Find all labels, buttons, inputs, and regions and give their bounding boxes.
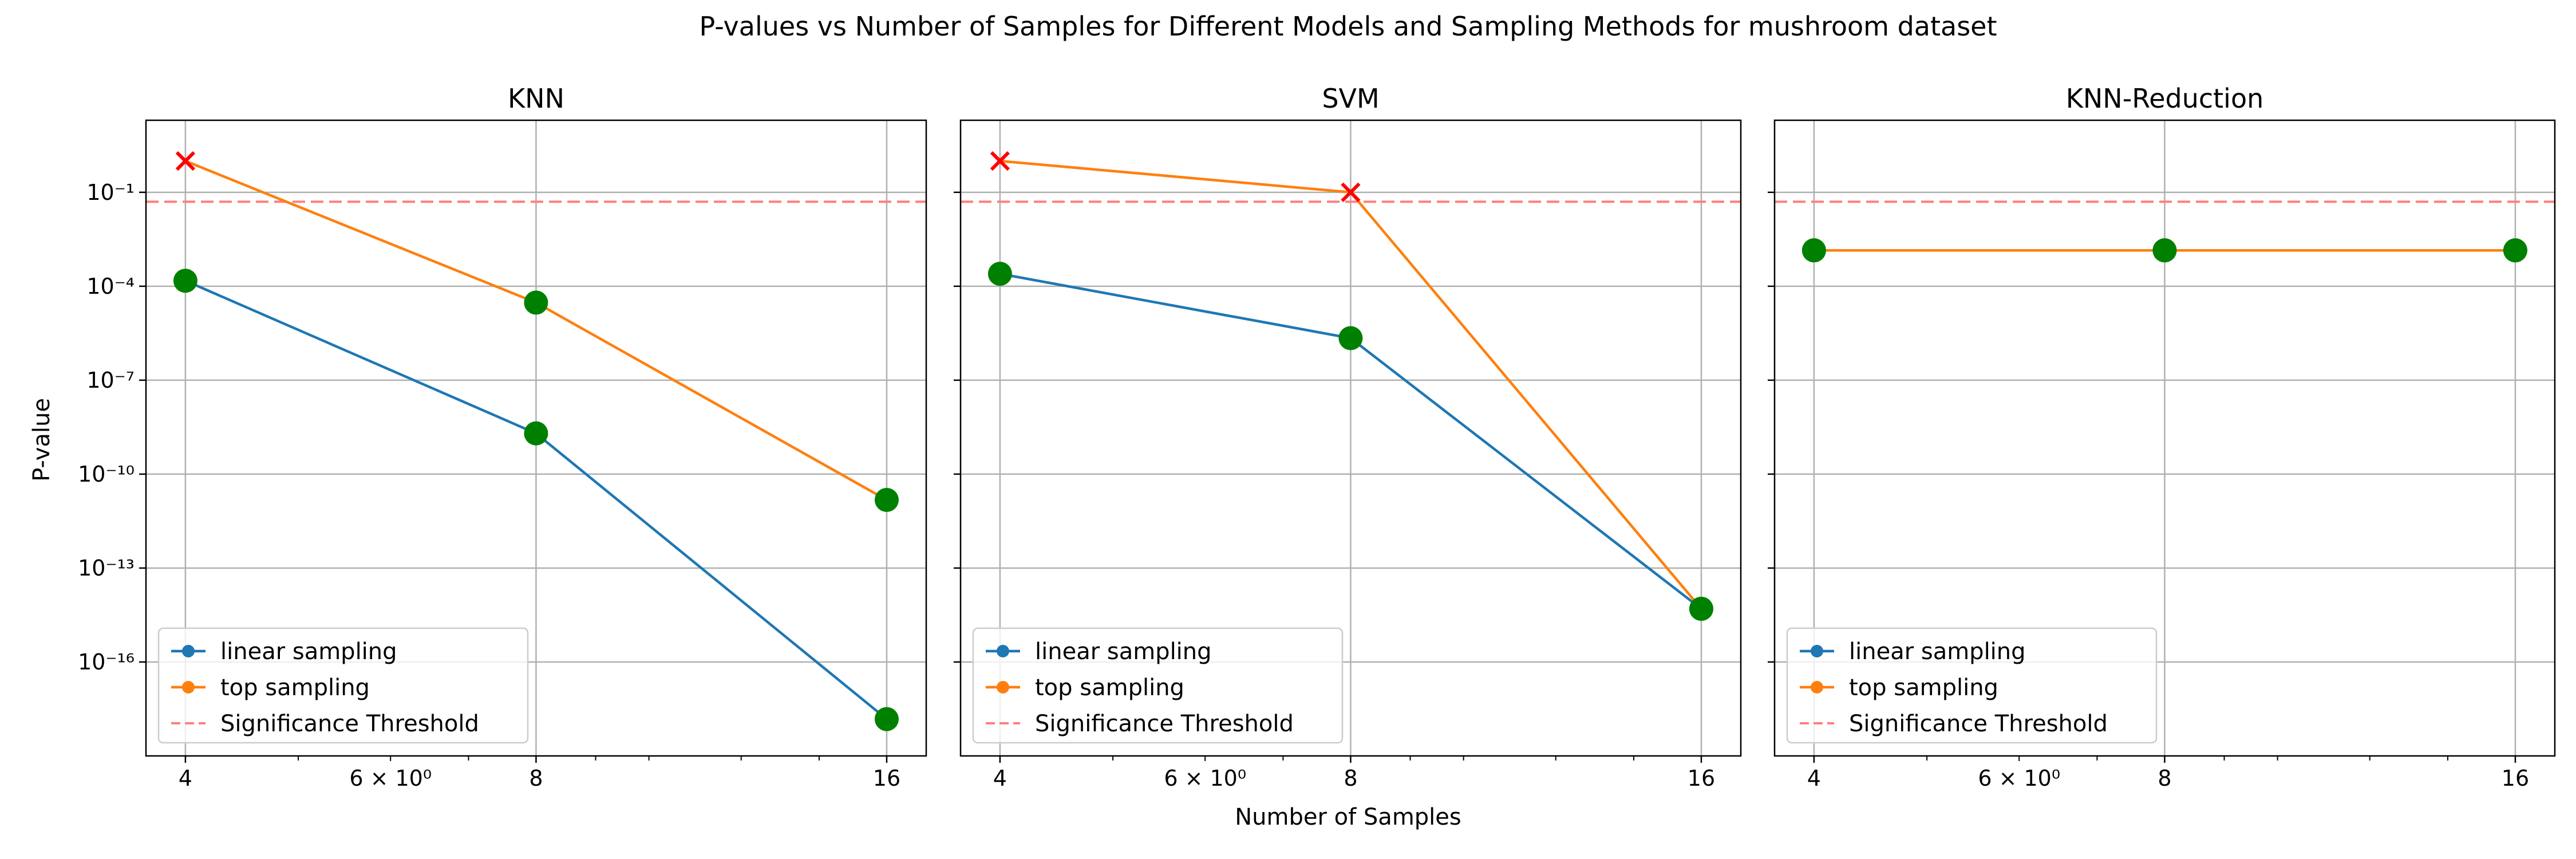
significant-point — [1689, 597, 1713, 621]
x-tick-label: 4 — [179, 766, 192, 791]
x-tick-label: 4 — [1807, 766, 1821, 791]
significant-point — [524, 290, 548, 315]
significant-point — [874, 487, 899, 512]
legend-marker — [182, 681, 195, 693]
panel-svm: SVM 4 6 × 10⁰ 8 16 linear sampling top samplin… — [954, 83, 1742, 791]
x-tick-label: 16 — [873, 766, 900, 791]
x-marker-stroke — [990, 151, 1010, 171]
y-tick-label: 10⁻¹ — [86, 180, 135, 205]
legend-marker — [997, 681, 1009, 693]
significant-point — [1338, 326, 1363, 350]
x-tick-label: 16 — [2502, 766, 2529, 791]
y-tick-label: 10⁻⁷ — [86, 368, 135, 393]
axes-frame — [1773, 119, 2556, 757]
x-tick-label: 8 — [529, 766, 543, 791]
significant-point — [987, 262, 1012, 286]
legend-label: Significance Threshold — [1035, 711, 1294, 737]
panel-knn-reduction: KNN-Reduction 4 6 × 10⁰ 8 16 linear sampling t… — [1768, 83, 2556, 791]
significant-point — [524, 421, 548, 446]
x-marker-stroke — [175, 151, 196, 171]
x-axis-label: Number of Samples — [1235, 804, 1461, 830]
legend-label: linear sampling — [1035, 639, 1212, 665]
significant-point — [1801, 238, 1826, 263]
x-tick-label: 6 × 10⁰ — [1978, 766, 2060, 791]
x-tick-label: 6 × 10⁰ — [1164, 766, 1246, 791]
legend-box — [972, 627, 1344, 744]
legend-label: linear sampling — [220, 639, 397, 665]
x-tick-label: 16 — [1688, 766, 1715, 791]
axes-frame — [959, 119, 1742, 757]
legend: linear sampling top sampling Significance … — [1786, 627, 2158, 744]
x-marker-stroke — [1341, 182, 1361, 202]
panel-title: KNN-Reduction — [2066, 83, 2264, 114]
x-tick-label: 6 × 10⁰ — [349, 766, 432, 791]
significant-point — [2503, 238, 2527, 263]
legend-marker — [1811, 645, 1823, 657]
not-significant-point — [1341, 182, 1361, 202]
panel-title: SVM — [1322, 83, 1379, 114]
legend: linear sampling top sampling Significance … — [157, 627, 529, 744]
significant-point — [173, 269, 197, 293]
x-tick-label: 8 — [1344, 766, 1357, 791]
legend-marker — [182, 645, 195, 657]
legend-box — [157, 627, 529, 744]
x-tick-label: 8 — [2158, 766, 2171, 791]
legend-label: top sampling — [1849, 675, 1998, 701]
not-significant-point — [175, 151, 196, 171]
y-tick-label: 10⁻¹³ — [78, 555, 135, 581]
y-tick-label: 10⁻⁴ — [86, 274, 135, 299]
significant-point — [2152, 238, 2177, 263]
legend-label: Significance Threshold — [1849, 711, 2108, 737]
legend-marker — [997, 645, 1009, 657]
y-tick-label: 10⁻¹⁰ — [78, 462, 135, 487]
panel-knn: KNN 10⁻¹⁶ 10⁻¹³ 10⁻¹⁰ 10⁻⁷ 10⁻⁴ 10⁻¹ 4 6 × 10⁰ 8 1… — [78, 83, 927, 791]
legend-label: Significance Threshold — [220, 711, 479, 737]
y-tick-label: 10⁻¹⁶ — [78, 649, 135, 675]
not-significant-point — [990, 151, 1010, 171]
legend-label: top sampling — [220, 675, 370, 701]
significant-point — [874, 707, 899, 731]
legend-label: top sampling — [1035, 675, 1184, 701]
panel-title: KNN — [508, 83, 564, 114]
legend-box — [1786, 627, 2158, 744]
legend-marker — [1811, 681, 1823, 693]
axes-frame — [145, 119, 927, 757]
figure-title: P-values vs Number of Samples for Differ… — [699, 11, 1997, 42]
legend-label: linear sampling — [1849, 639, 2026, 665]
x-tick-label: 4 — [993, 766, 1007, 791]
y-axis-label: P-value — [29, 398, 55, 482]
legend: linear sampling top sampling Significance … — [972, 627, 1344, 744]
